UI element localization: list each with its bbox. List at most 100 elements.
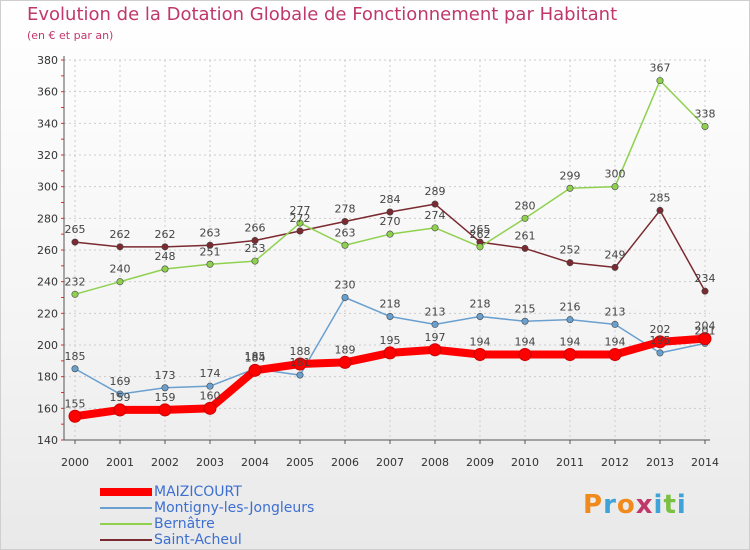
data-label: 174 bbox=[200, 367, 221, 380]
data-label: 189 bbox=[335, 343, 356, 356]
legend-swatch bbox=[100, 523, 152, 525]
data-point bbox=[116, 243, 124, 251]
y-tick-label: 300 bbox=[37, 181, 58, 194]
data-label: 234 bbox=[695, 272, 716, 285]
data-point bbox=[296, 219, 304, 227]
data-label: 284 bbox=[380, 193, 401, 206]
data-label: 277 bbox=[290, 204, 311, 217]
data-label: 265 bbox=[65, 223, 86, 236]
x-tick-label: 2010 bbox=[511, 456, 539, 469]
data-point bbox=[341, 218, 349, 226]
data-point bbox=[656, 349, 664, 357]
legend-swatch bbox=[100, 488, 152, 496]
legend-label: Bernâtre bbox=[154, 516, 215, 532]
data-point bbox=[518, 348, 532, 361]
data-label: 218 bbox=[470, 298, 491, 311]
data-label: 285 bbox=[650, 191, 671, 204]
chart-subtitle: (en € et par an) bbox=[27, 29, 114, 42]
data-label: 272 bbox=[290, 212, 311, 225]
data-point bbox=[68, 409, 82, 423]
x-tick-label: 2008 bbox=[421, 456, 449, 469]
x-tick-label: 2001 bbox=[106, 456, 134, 469]
x-tick-label: 2002 bbox=[151, 456, 179, 469]
data-point bbox=[206, 382, 214, 390]
data-label: 194 bbox=[470, 336, 491, 349]
data-point bbox=[701, 287, 709, 295]
data-point bbox=[158, 403, 172, 417]
y-tick-label: 140 bbox=[37, 434, 58, 447]
data-point bbox=[386, 208, 394, 216]
data-label: 197 bbox=[425, 331, 446, 344]
data-label: 262 bbox=[110, 228, 131, 241]
data-label: 216 bbox=[560, 301, 581, 314]
data-point bbox=[71, 365, 79, 373]
y-tick-label: 340 bbox=[37, 117, 58, 130]
data-point bbox=[386, 230, 394, 238]
data-point bbox=[386, 312, 394, 320]
data-point bbox=[296, 371, 304, 379]
y-tick-label: 360 bbox=[37, 86, 58, 99]
data-label: 252 bbox=[560, 244, 581, 257]
y-tick-label: 260 bbox=[37, 244, 58, 257]
data-label: 194 bbox=[515, 336, 536, 349]
data-label: 300 bbox=[605, 168, 626, 181]
x-tick-label: 2011 bbox=[556, 456, 584, 469]
data-label: 280 bbox=[515, 199, 536, 212]
data-point bbox=[566, 316, 574, 324]
data-label: 367 bbox=[650, 62, 671, 75]
data-label: 155 bbox=[65, 397, 86, 410]
data-label: 160 bbox=[200, 389, 221, 402]
data-label: 249 bbox=[605, 248, 626, 261]
proxiti-logo: Proxiti bbox=[583, 490, 687, 520]
data-point bbox=[71, 290, 79, 298]
legend-label: Saint-Acheul bbox=[154, 532, 242, 548]
x-tick-label: 2013 bbox=[646, 456, 674, 469]
data-point bbox=[251, 257, 259, 265]
data-label: 173 bbox=[155, 369, 176, 382]
y-tick-label: 240 bbox=[37, 276, 58, 289]
data-label: 278 bbox=[335, 203, 356, 216]
data-point bbox=[296, 227, 304, 235]
data-point bbox=[161, 243, 169, 251]
data-point bbox=[428, 343, 442, 357]
data-label: 194 bbox=[605, 336, 626, 349]
data-point bbox=[248, 363, 262, 377]
data-point bbox=[656, 206, 664, 214]
data-label: 185 bbox=[245, 350, 266, 363]
data-point bbox=[566, 184, 574, 192]
x-tick-label: 2009 bbox=[466, 456, 494, 469]
data-label: 185 bbox=[65, 350, 86, 363]
data-label: 169 bbox=[110, 375, 131, 388]
data-point bbox=[611, 320, 619, 328]
y-tick-label: 380 bbox=[37, 54, 58, 67]
data-label: 289 bbox=[425, 185, 446, 198]
data-point bbox=[611, 183, 619, 191]
data-label: 195 bbox=[650, 334, 671, 347]
data-point bbox=[206, 260, 214, 268]
data-point bbox=[521, 317, 529, 325]
data-point bbox=[611, 263, 619, 271]
x-tick-label: 2004 bbox=[241, 456, 269, 469]
y-tick-label: 280 bbox=[37, 212, 58, 225]
data-point bbox=[563, 348, 577, 361]
data-point bbox=[653, 335, 667, 349]
data-label: 159 bbox=[110, 391, 131, 404]
data-label: 159 bbox=[155, 391, 176, 404]
data-point bbox=[476, 312, 484, 320]
data-label: 188 bbox=[290, 345, 311, 358]
data-point bbox=[113, 403, 127, 417]
x-tick-label: 2000 bbox=[61, 456, 89, 469]
x-tick-label: 2014 bbox=[691, 456, 719, 469]
legend-label: Montigny-les-Jongleurs bbox=[154, 500, 315, 516]
data-point bbox=[431, 224, 439, 232]
data-label: 230 bbox=[335, 279, 356, 292]
data-point bbox=[431, 200, 439, 208]
data-point bbox=[521, 244, 529, 252]
data-point bbox=[656, 77, 664, 85]
data-label: 274 bbox=[425, 209, 446, 222]
data-label: 213 bbox=[425, 305, 446, 318]
data-label: 195 bbox=[380, 334, 401, 347]
x-tick-label: 2006 bbox=[331, 456, 359, 469]
data-point bbox=[341, 241, 349, 249]
